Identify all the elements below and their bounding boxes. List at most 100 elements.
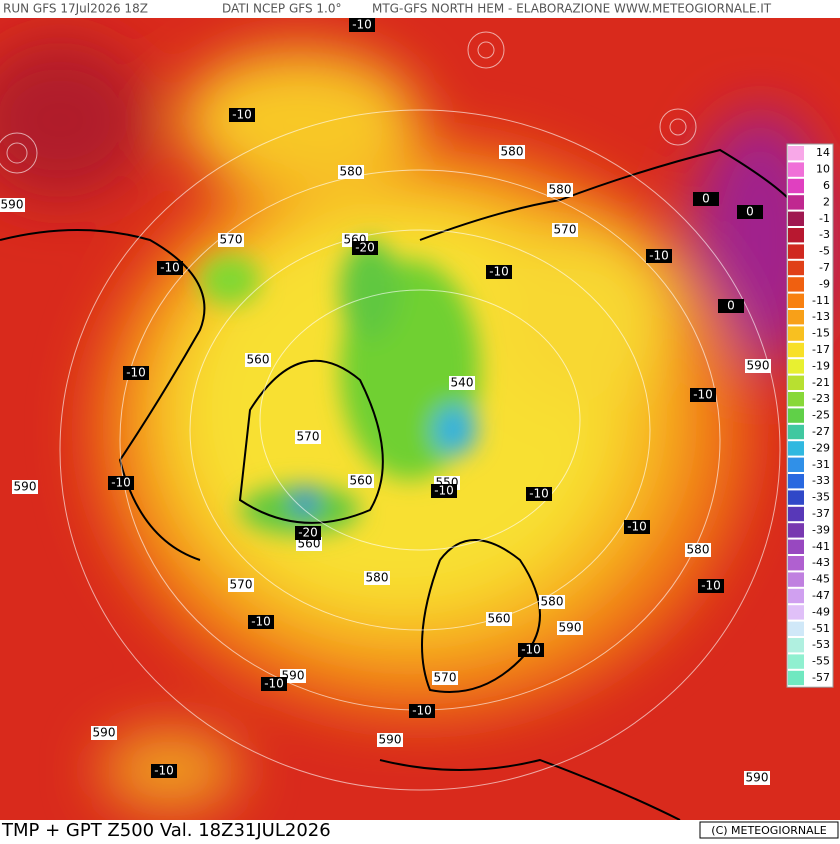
coastlines bbox=[0, 148, 791, 821]
geopotential-label-box bbox=[295, 430, 321, 444]
legend-label: -21 bbox=[812, 376, 830, 389]
geopotential-label: 540 bbox=[451, 376, 474, 390]
temperature-label-box bbox=[248, 615, 274, 629]
geopotential-label: 590 bbox=[379, 733, 402, 747]
legend-label: -57 bbox=[812, 671, 830, 684]
geopotential-label-box bbox=[296, 537, 322, 551]
geopotential-label: 560 bbox=[350, 474, 373, 488]
temperature-label: -10 bbox=[126, 366, 146, 380]
temperature-label-box bbox=[409, 704, 435, 718]
legend-label: 2 bbox=[823, 195, 830, 208]
geopotential-label: 570 bbox=[220, 233, 243, 247]
legend-swatch bbox=[788, 211, 804, 226]
temperature-label: -10 bbox=[160, 261, 180, 275]
temperature-label: -10 bbox=[154, 764, 174, 778]
geopotential-label-box bbox=[364, 571, 390, 585]
legend-swatch bbox=[788, 162, 804, 177]
credit-box bbox=[699, 821, 839, 839]
legend-label: -17 bbox=[812, 343, 830, 356]
temperature-label-box bbox=[624, 520, 650, 534]
temperature-label: -20 bbox=[298, 526, 318, 540]
credit: (C) METEOGIORNALE bbox=[711, 824, 826, 837]
legend-swatch bbox=[788, 621, 804, 636]
geopotential-label-box bbox=[228, 578, 254, 592]
legend-label: -3 bbox=[819, 228, 830, 241]
temperature-label: -10 bbox=[649, 249, 669, 263]
legend-label: -1 bbox=[819, 212, 830, 225]
legend-swatch bbox=[788, 654, 804, 669]
legend-label: -11 bbox=[812, 294, 830, 307]
legend-swatch bbox=[788, 228, 804, 243]
legend-swatch bbox=[788, 588, 804, 604]
legend-label: -29 bbox=[812, 441, 830, 454]
legend-swatch bbox=[788, 572, 804, 587]
geopotential-label: 570 bbox=[434, 671, 457, 685]
temperature-label-box bbox=[698, 579, 724, 593]
temperature-label-box bbox=[690, 388, 716, 402]
geopotential-label-box bbox=[685, 543, 711, 557]
legend-swatch bbox=[788, 342, 804, 358]
geopotential-label: 570 bbox=[297, 430, 320, 444]
legend-label: -19 bbox=[812, 359, 830, 372]
legend-label: -43 bbox=[812, 556, 830, 569]
geopotential-label: 560 bbox=[488, 612, 511, 626]
geopotential-label: 570 bbox=[554, 223, 577, 237]
legend-swatch bbox=[788, 146, 804, 161]
legend-label: -27 bbox=[812, 425, 830, 438]
legend-swatch bbox=[788, 638, 804, 653]
legend-label: 10 bbox=[816, 163, 830, 176]
legend-label: -49 bbox=[812, 605, 830, 618]
temperature-label: -10 bbox=[693, 388, 713, 402]
temperature-label: -10 bbox=[352, 18, 372, 32]
temperature-label: 0 bbox=[746, 205, 754, 219]
temperature-label-box bbox=[349, 18, 375, 32]
geopotential-label-box bbox=[432, 671, 458, 685]
temperature-label: -10 bbox=[627, 520, 647, 534]
legend-label: -39 bbox=[812, 523, 830, 536]
temperature-label-box bbox=[518, 643, 544, 657]
geopotential-label: 560 bbox=[247, 353, 270, 367]
geopotential-label: 590 bbox=[282, 669, 305, 683]
run-info: RUN GFS 17Jul2026 18Z bbox=[3, 2, 148, 16]
geopotential-label-box bbox=[486, 612, 512, 626]
geopotential-label-box bbox=[348, 474, 374, 488]
product-info: MTG-GFS NORTH HEM - ELABORAZIONE WWW.MET… bbox=[372, 2, 772, 16]
geopotential-label: 570 bbox=[230, 578, 253, 592]
temperature-label: -10 bbox=[521, 643, 541, 657]
legend-swatch bbox=[788, 523, 804, 538]
legend-swatch bbox=[788, 490, 804, 505]
legend-swatch bbox=[788, 408, 804, 423]
temperature-label-box bbox=[151, 764, 177, 778]
legend-swatch bbox=[788, 474, 804, 489]
geopotential-label-box bbox=[12, 480, 38, 494]
temperature-label: -10 bbox=[412, 704, 432, 718]
legend-label: -31 bbox=[812, 458, 830, 471]
map-title: TMP + GPT Z500 Val. 18Z31JUL2026 bbox=[1, 820, 331, 840]
temperature-label: 0 bbox=[702, 192, 710, 206]
legend-label: 6 bbox=[823, 179, 830, 192]
legend-label: -9 bbox=[819, 277, 830, 290]
legend-swatch bbox=[788, 326, 804, 341]
legend-label: -7 bbox=[819, 261, 830, 274]
geopotential-label: 590 bbox=[1, 198, 24, 212]
legend-swatch bbox=[788, 359, 804, 374]
geopotential-label-box bbox=[0, 198, 25, 212]
legend-swatch bbox=[788, 392, 804, 407]
temperature-label-box bbox=[718, 299, 744, 313]
geopotential-label: 580 bbox=[687, 543, 710, 557]
temperature-label-box bbox=[486, 265, 512, 279]
geopotential-label-box bbox=[557, 621, 583, 635]
footer-bar bbox=[0, 820, 840, 840]
legend-label: -25 bbox=[812, 409, 830, 422]
legend-swatch bbox=[788, 539, 804, 554]
legend-swatch bbox=[788, 556, 804, 571]
geopotential-label: 580 bbox=[340, 165, 363, 179]
geopotential-label-box bbox=[91, 726, 117, 740]
temperature-label: -10 bbox=[264, 677, 284, 691]
legend-label: -55 bbox=[812, 655, 830, 668]
data-source: DATI NCEP GFS 1.0° bbox=[222, 2, 341, 16]
isohypses bbox=[0, 31, 781, 791]
temperature-label: -10 bbox=[232, 108, 252, 122]
legend-swatch bbox=[788, 195, 804, 210]
